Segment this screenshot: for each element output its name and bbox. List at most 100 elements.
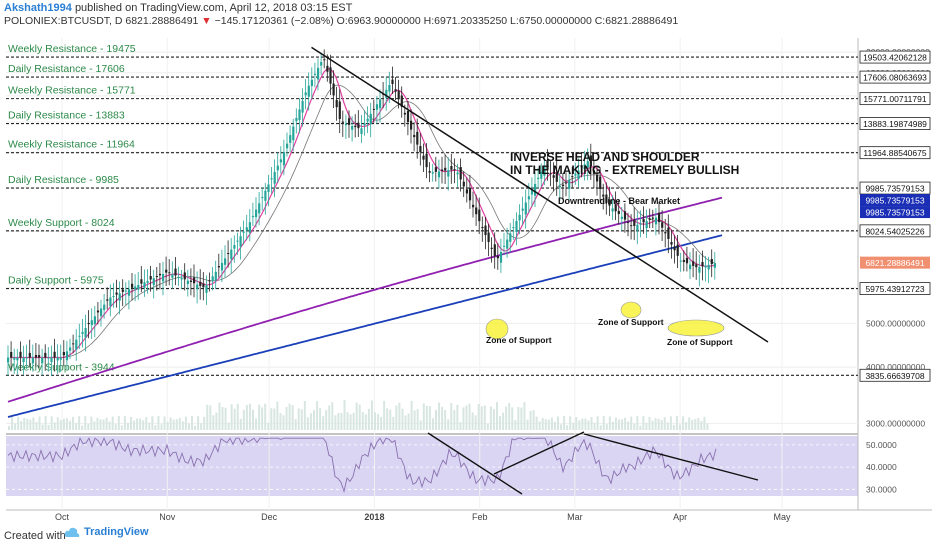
candle-body (255, 209, 258, 218)
candle-body (134, 286, 137, 290)
volume-bar (489, 406, 492, 430)
rsi-tick-label: 40.0000 (866, 462, 897, 472)
candle-body (388, 84, 391, 92)
level-tag-bg (859, 368, 931, 382)
volume-bar (264, 403, 267, 430)
volume-bar (386, 408, 389, 430)
candle-body (555, 172, 558, 182)
candle-body (310, 79, 313, 87)
volume-bar (648, 416, 651, 430)
tradingview-logo[interactable]: TradingView (64, 526, 149, 538)
created-with-text: Created with (4, 530, 66, 542)
candle-body (658, 212, 661, 223)
volume-bar (270, 408, 273, 430)
candle-body (490, 247, 493, 249)
candle-body (654, 217, 658, 225)
volume-bar (29, 419, 32, 430)
volume-bar (191, 416, 193, 430)
volume-bar (108, 421, 111, 430)
volume-bar (319, 408, 322, 430)
rsi-indicator: 50.0000 40.0000 30.0000 (6, 431, 897, 495)
volume-bar (209, 405, 212, 430)
volume-bar (557, 416, 559, 430)
candle-body (248, 222, 251, 233)
candle-body (499, 252, 503, 263)
candle-body (75, 339, 78, 350)
volume-bar (675, 416, 678, 430)
ma-blue-line (7, 234, 723, 418)
candle-body (13, 357, 16, 360)
candle-body (357, 122, 360, 129)
volume-bar (453, 409, 456, 430)
candle-body (211, 276, 214, 282)
down-arrow-icon: ▼ (201, 15, 212, 27)
level-label: Weekly Support - 3944 (8, 361, 115, 373)
candle-body (512, 227, 515, 229)
candle-body (351, 125, 354, 130)
level-label: Daily Resistance - 17606 (8, 63, 125, 75)
volume-bar (285, 406, 288, 430)
level-tag: 19503.42062128 (863, 53, 927, 63)
candle-body (496, 256, 499, 259)
candle-body (685, 257, 689, 264)
level-tag-bg (859, 70, 931, 84)
candle-body (96, 310, 100, 313)
candle-body (565, 182, 568, 184)
candle-body (450, 166, 453, 170)
candle-body (31, 357, 34, 364)
volume-bar (105, 417, 108, 430)
volume-bar (178, 417, 181, 430)
volume-bar (499, 416, 502, 430)
x-tick-label: Apr (673, 512, 687, 522)
symbol-label: POLONIEX:BTCUSDT, D (4, 15, 123, 27)
volume-bar (569, 416, 572, 430)
candle-body (118, 293, 121, 301)
candle-body (25, 357, 28, 359)
volume-bar (154, 425, 157, 430)
volume-bar (181, 421, 184, 430)
candle-body (121, 289, 124, 292)
candle-body (577, 170, 580, 179)
candle-body (180, 278, 183, 280)
level-label: Weekly Resistance - 15771 (8, 85, 136, 97)
volume-bar (428, 406, 431, 430)
candle-body (131, 283, 134, 288)
author-name[interactable]: Akshath1994 (4, 2, 72, 14)
candle-body (193, 277, 196, 284)
volume-bar (526, 419, 529, 430)
ma-slow-line (10, 84, 717, 358)
volume-bar (395, 405, 398, 430)
candle-body (7, 357, 10, 363)
volume-bar (657, 418, 660, 430)
level-tag-bg (859, 92, 931, 106)
rsi-band (6, 436, 858, 496)
candle-body (372, 108, 375, 110)
volume-bar (398, 402, 401, 430)
candle-body (453, 169, 456, 171)
candle-body (484, 225, 487, 236)
candle-body (611, 208, 614, 212)
candle-body (692, 261, 695, 266)
x-tick-label: May (773, 512, 791, 522)
volume-bar (41, 424, 44, 430)
candle-body (202, 283, 205, 288)
volume-bar (523, 402, 526, 430)
volume-bar (651, 420, 654, 430)
candle-body (149, 275, 152, 280)
rsi-tick-label: 30.0000 (866, 484, 897, 494)
candle-body (369, 113, 372, 125)
candle-body (645, 221, 648, 229)
volume-bar (483, 405, 486, 430)
volume-bar (11, 416, 14, 430)
volume-bar (596, 416, 599, 430)
candle-body (602, 194, 605, 197)
candlestick-series (7, 49, 716, 377)
rsi-line (7, 436, 717, 494)
candle-body (530, 190, 534, 195)
y-tick-label: 5000.00000000 (866, 318, 925, 328)
volume-bars (8, 400, 709, 430)
volume-bar (700, 421, 703, 430)
candle-body (379, 99, 382, 109)
support-zone-label: Zone of Support (667, 337, 733, 347)
